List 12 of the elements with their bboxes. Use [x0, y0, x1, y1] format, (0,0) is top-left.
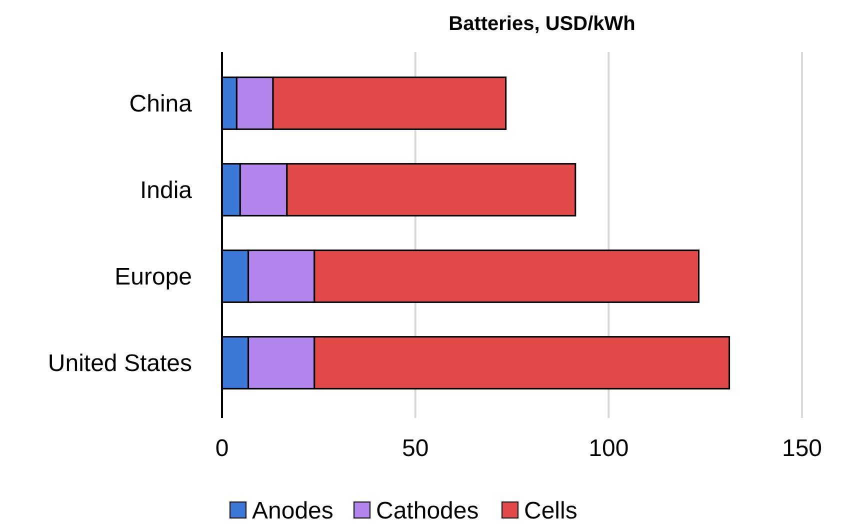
- legend-label: Anodes: [252, 497, 334, 524]
- y-tick-label: United States: [48, 350, 192, 378]
- x-tick-label: 150: [782, 435, 822, 462]
- legend-label: Cells: [524, 497, 578, 524]
- x-tick-label: 100: [588, 435, 629, 462]
- x-tick-label: 50: [402, 435, 429, 462]
- y-tick-label: India: [140, 177, 193, 204]
- legend-label: Cathodes: [376, 497, 479, 524]
- y-tick-label: Europe: [114, 264, 192, 291]
- x-tick-label: 0: [215, 435, 229, 462]
- chart-title: Batteries, USD/kWh: [448, 13, 636, 35]
- y-tick-label: China: [129, 90, 193, 118]
